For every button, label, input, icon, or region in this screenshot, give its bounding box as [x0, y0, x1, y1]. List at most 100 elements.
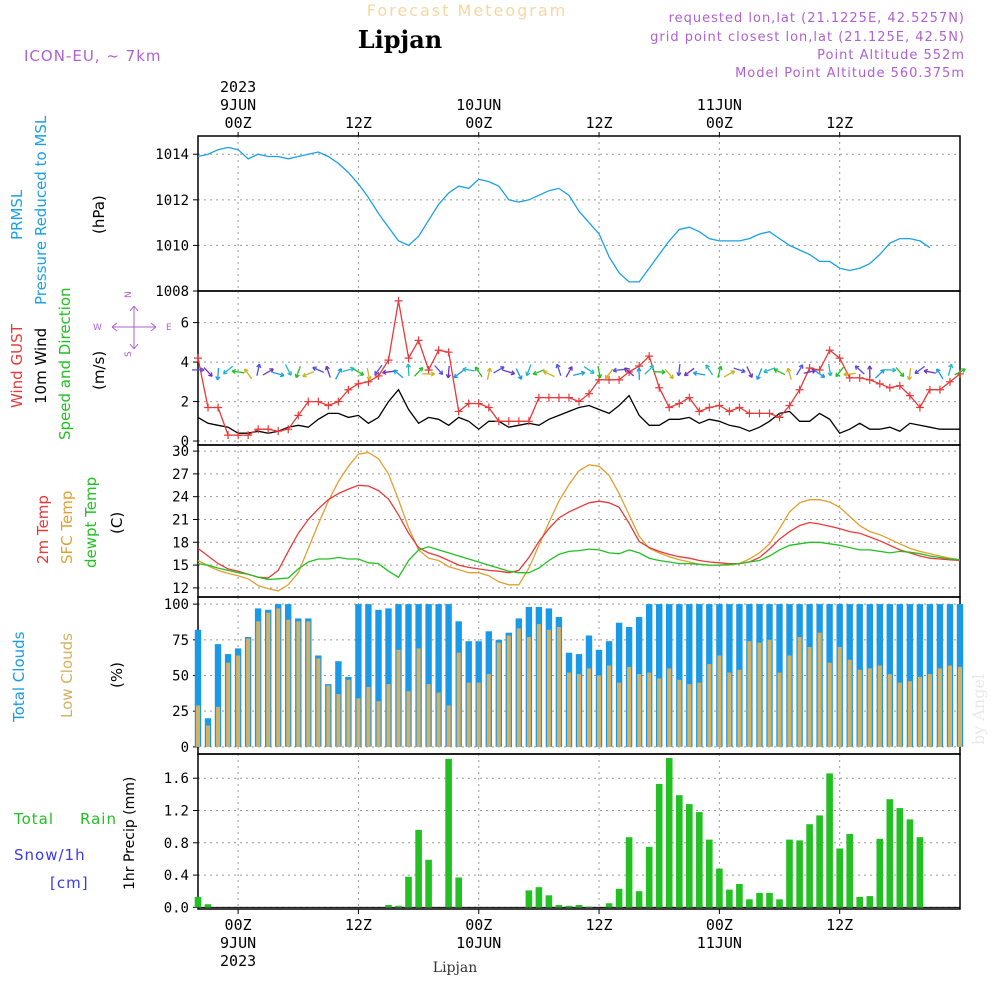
total-cloud-bar	[194, 629, 202, 747]
low-cloud-bar	[336, 694, 341, 747]
wind-direction-arrow	[407, 363, 410, 376]
low-cloud-bar	[206, 725, 210, 747]
bottom-axis-label: 12Z	[826, 916, 853, 934]
wind-direction-arrow	[936, 368, 944, 380]
precip-bar	[555, 905, 563, 908]
low-cloud-bar	[837, 647, 842, 747]
gust-marker	[404, 354, 413, 363]
gust-marker	[875, 379, 884, 388]
low-cloud-bar	[366, 686, 371, 747]
low-cloud-bar	[607, 665, 612, 747]
low-cloud-bar	[536, 624, 541, 747]
wind-arrow-head	[393, 369, 398, 375]
gust-marker	[454, 407, 463, 416]
low-cloud-bar	[827, 662, 832, 747]
wind-direction-arrow	[733, 367, 746, 373]
wind-arrow-head	[730, 370, 736, 375]
gust-marker	[534, 393, 543, 402]
gust-marker	[805, 364, 814, 372]
low-cloud-bar	[226, 662, 231, 747]
total-cloud-bar	[385, 608, 392, 747]
precip-label-rain: Rain	[80, 810, 117, 828]
wind-direction-arrow	[222, 365, 234, 375]
panel-2: 0 2 4 6	[181, 290, 966, 450]
precip-bar	[405, 876, 412, 908]
wind-arrow-head	[612, 367, 618, 373]
y-tick-label: 18	[172, 535, 189, 551]
point-altitude: Point Altitude 552m	[817, 48, 965, 63]
low-cloud-bar	[727, 672, 732, 747]
gust-marker	[665, 403, 674, 412]
wind-arrow-head	[604, 374, 610, 380]
low-cloud-bar	[577, 674, 581, 747]
cloud-label-1: Total Clouds	[10, 631, 28, 723]
precip-bar	[535, 887, 543, 908]
low-cloud-bar	[286, 619, 291, 747]
wind-direction-arrow	[335, 368, 342, 380]
y-tick-label: 21	[172, 512, 189, 528]
wind-arrow-head	[717, 365, 723, 371]
wind-direction-arrow	[717, 365, 722, 378]
wind-arrow-head	[683, 371, 689, 377]
precip-bar	[766, 892, 773, 908]
low-cloud-bar	[717, 655, 722, 747]
top-axis-label: 12Z	[345, 114, 372, 132]
panel-frame	[197, 753, 961, 910]
wind-arrow-head	[827, 371, 833, 377]
wind-direction-arrow	[244, 368, 253, 380]
y-tick-label: 4	[181, 355, 189, 371]
total-cloud-bar	[906, 604, 914, 747]
low-cloud-bar	[797, 637, 802, 747]
gust-marker	[464, 399, 473, 408]
gust-marker	[785, 401, 794, 410]
top-axis-label: 9JUN	[220, 96, 256, 114]
gust-marker	[214, 403, 223, 412]
wind-direction-arrow	[947, 364, 953, 376]
wind-arrow-head	[231, 368, 237, 375]
low-cloud-bar	[697, 682, 702, 747]
wind-arrow-head	[517, 375, 523, 380]
y-tick-label: 75	[172, 633, 189, 649]
y-tick-label: 15	[172, 558, 189, 574]
wind-arrow-head	[200, 367, 205, 373]
low-cloud-bar	[256, 621, 261, 747]
precip-bar	[856, 896, 863, 908]
top-axis-label: 10JUN	[456, 96, 501, 114]
wind-label-1: Wind GUST	[8, 323, 26, 408]
wind-arrow-head	[438, 370, 444, 376]
precip-unit: 1hr Precip (mm)	[122, 777, 138, 890]
wind-arrow-head	[208, 372, 213, 377]
gust-marker	[314, 397, 323, 406]
panel-1: 1008 1010 1012 1014	[155, 135, 961, 300]
y-tick-label: 1012	[155, 193, 189, 209]
wind-direction-arrow	[393, 369, 404, 379]
wind-direction-arrow	[746, 366, 753, 378]
low-cloud-bar	[647, 672, 652, 747]
wind-arrow-head	[337, 368, 343, 373]
low-cloud-bar	[276, 608, 281, 747]
wind-arrow-head	[948, 363, 954, 369]
wind-arrow-head	[590, 369, 595, 374]
wind-direction-arrow	[382, 370, 395, 374]
wind-direction-arrow	[502, 369, 515, 375]
total-cloud-bar	[676, 604, 683, 747]
compass-south-icon: S	[124, 351, 134, 357]
gust-marker	[394, 296, 403, 305]
y-tick-label: 12	[172, 581, 189, 597]
gust-marker	[725, 407, 734, 416]
wind-arrow-head	[798, 364, 804, 369]
precip-bar	[686, 804, 693, 908]
precip-bar	[676, 795, 683, 908]
gust-marker	[444, 348, 453, 357]
wind-arrow-head	[542, 370, 548, 376]
wind-arrow-head	[961, 368, 966, 373]
low-cloud-bar	[567, 672, 571, 747]
wind-direction-arrow	[232, 370, 245, 374]
gust-marker	[885, 383, 894, 392]
wind-arrow-head	[500, 366, 505, 371]
wind-arrow-head	[854, 365, 860, 370]
gust-marker	[655, 383, 664, 392]
precip-bar	[796, 840, 803, 908]
low-cloud-bar	[857, 669, 862, 747]
low-cloud-bar	[907, 681, 912, 747]
